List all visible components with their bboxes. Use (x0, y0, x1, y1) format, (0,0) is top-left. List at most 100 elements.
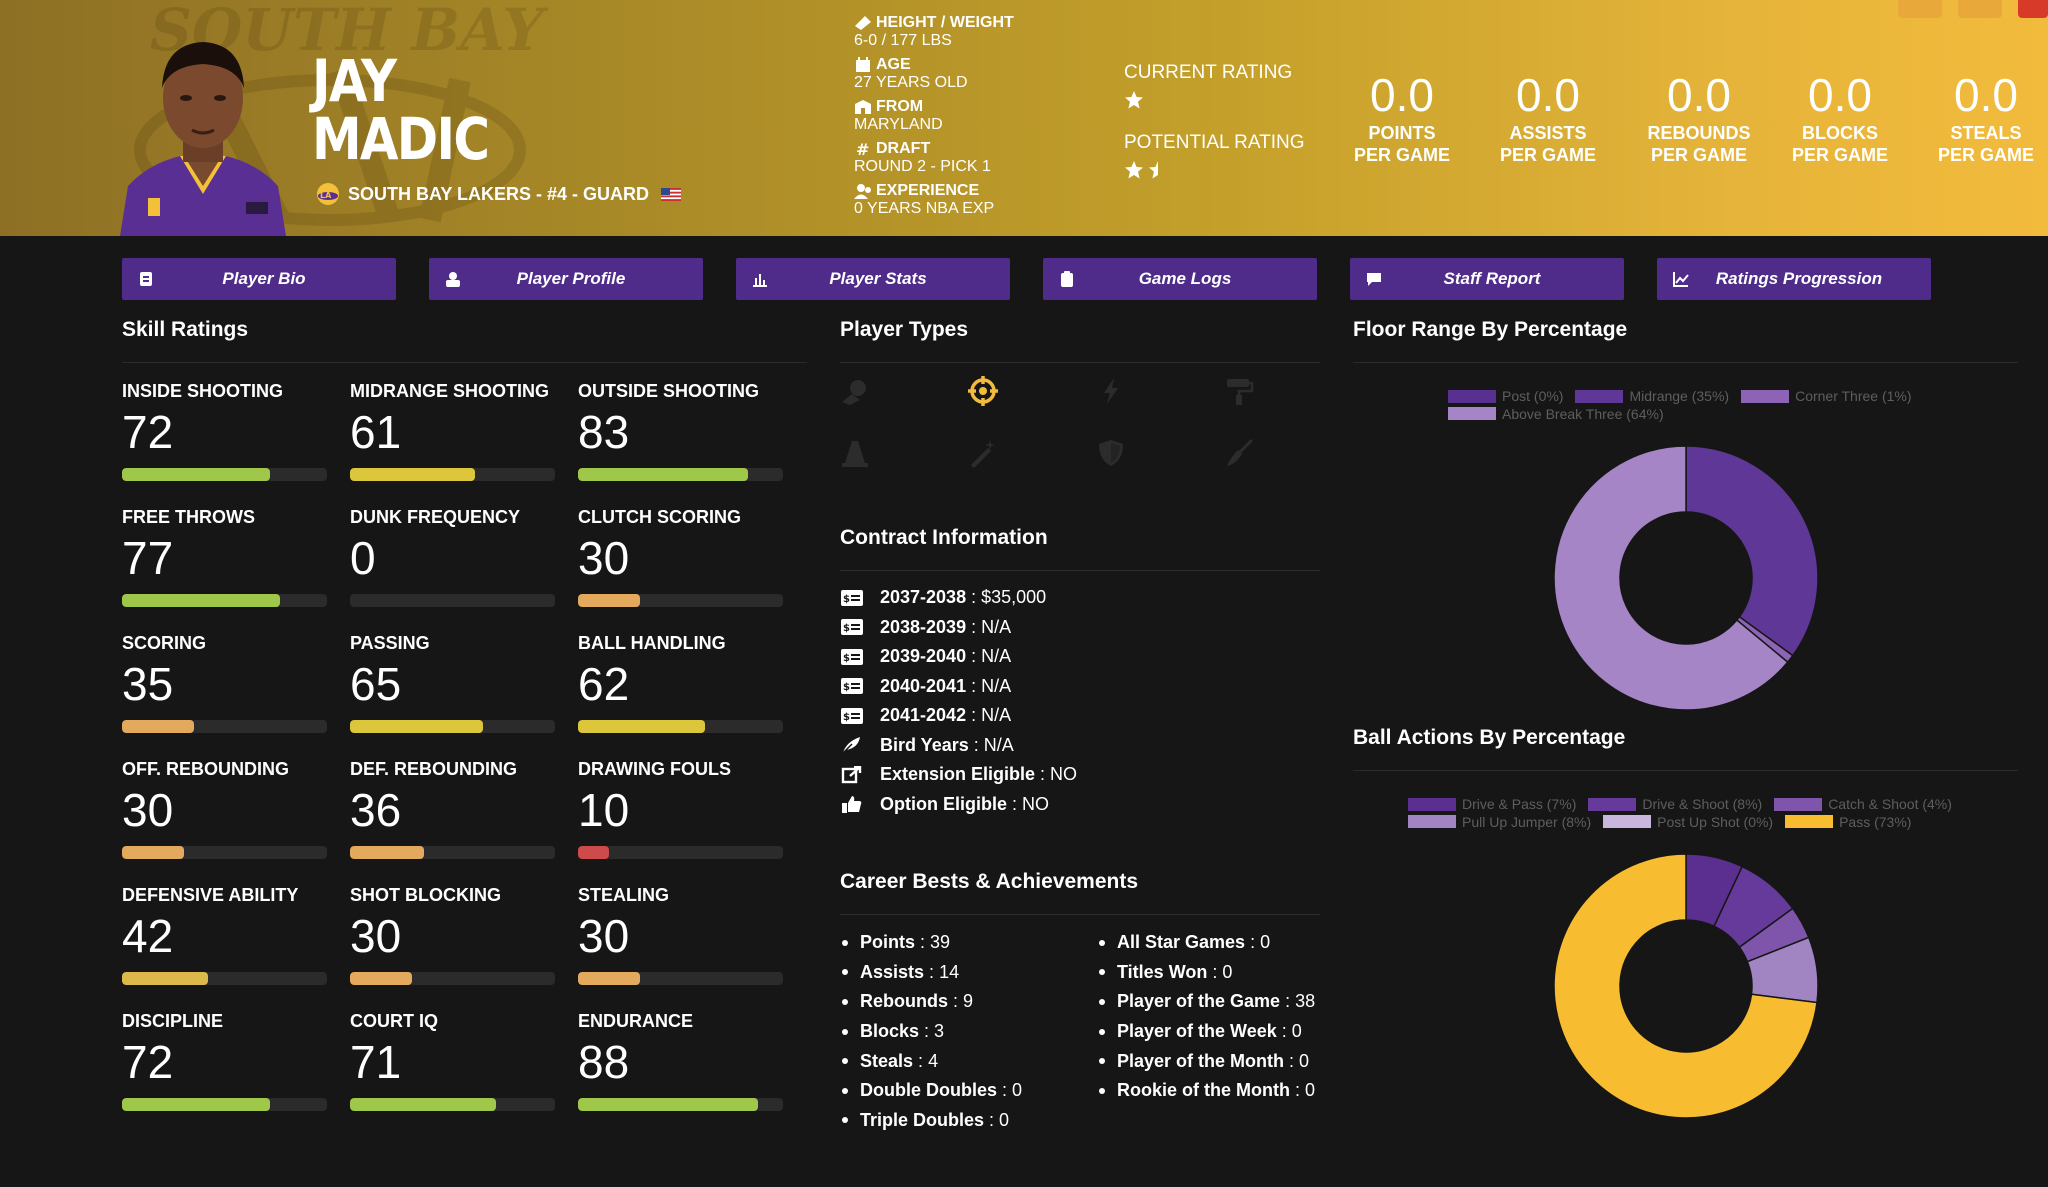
contract-row: $2040-2041 : N/A (840, 672, 1077, 702)
legend-item[interactable]: Drive & Pass (7%) (1408, 796, 1576, 812)
per-game-sublabel: PER GAME (1499, 145, 1596, 165)
skill-value: 30 (122, 784, 174, 836)
career-item: Points : 39 (842, 928, 1022, 958)
bio-label-text: HEIGHT / WEIGHT (876, 14, 1014, 31)
skill-value: 36 (350, 784, 402, 836)
per-game-sublabel: PER GAME (1791, 145, 1888, 165)
per-game-label: ASSISTS (1509, 123, 1587, 143)
floor-range-title: Floor Range By Percentage (1353, 318, 1628, 341)
calendar-icon (854, 57, 872, 73)
prev-player-button[interactable] (1898, 0, 1942, 18)
legend-item[interactable]: Post Up Shot (0%) (1603, 814, 1773, 830)
potential-rating-label: POTENTIAL RATING (1124, 132, 1305, 153)
cone-icon[interactable] (840, 438, 870, 468)
contract-separator: : (966, 587, 982, 608)
career-item: Titles Won : 0 (1099, 958, 1315, 988)
donut-slice[interactable] (1685, 445, 1819, 657)
contract-label: Bird Years (880, 734, 969, 755)
skill-bar (578, 1098, 783, 1111)
legend-item[interactable]: Catch & Shoot (4%) (1774, 796, 1952, 812)
legend-item[interactable]: Post (0%) (1448, 388, 1563, 404)
career-item: Rebounds : 9 (842, 987, 1022, 1017)
tab-label: Game Logs (1138, 269, 1232, 288)
per-game-stat: 0.0 REBOUNDS PER GAME (1629, 68, 1769, 166)
paint-roller-icon[interactable] (1224, 376, 1254, 406)
donut-slice[interactable] (1553, 445, 1789, 711)
contract-row: $2039-2040 : N/A (840, 642, 1077, 672)
legend-item[interactable]: Midrange (35%) (1575, 388, 1729, 404)
bio-label-text: FROM (876, 98, 924, 115)
legend-item[interactable]: Drive & Shoot (8%) (1588, 796, 1762, 812)
legend-item[interactable]: Corner Three (1%) (1741, 388, 1912, 404)
donut-slice[interactable] (1553, 853, 1818, 1119)
contract-label: 2041-2042 (880, 705, 967, 726)
lightning-icon[interactable] (1096, 376, 1126, 406)
ball-actions-title: Ball Actions By Percentage (1353, 726, 1626, 749)
skill-rating: SHOT BLOCKING 30 (350, 880, 578, 1006)
skill-name: SCORING (122, 633, 207, 653)
skill-bar (122, 846, 327, 859)
career-title: Career Bests & Achievements (840, 870, 1139, 893)
skill-bar (350, 720, 555, 733)
skill-value: 62 (578, 658, 630, 710)
skill-bar (122, 468, 327, 481)
contract-separator: : (966, 646, 982, 667)
tab-game-logs[interactable]: Game Logs (1043, 258, 1317, 300)
skill-rating: DRAWING FOULS 10 (578, 754, 783, 880)
legend-label: Midrange (35%) (1629, 388, 1730, 404)
bio-value: 6-0 / 177 LBS (854, 32, 952, 49)
legend-item[interactable]: Pull Up Jumper (8%) (1408, 814, 1591, 830)
svg-text:$: $ (843, 623, 850, 634)
contract-separator: : (966, 616, 982, 637)
skill-bar-fill (122, 972, 209, 985)
comment-icon (1366, 271, 1382, 287)
bio-item: FROM MARYLAND (854, 98, 1094, 133)
skill-name: OFF. REBOUNDING (122, 759, 290, 779)
tab-player-stats[interactable]: Player Stats (736, 258, 1010, 300)
crosshair-icon[interactable] (968, 376, 998, 406)
skill-bar (578, 468, 783, 481)
bio-item: HEIGHT / WEIGHT 6-0 / 177 LBS (854, 14, 1094, 49)
career-value: 14 (939, 961, 960, 982)
money-icon: $ (840, 648, 864, 666)
career-label: All Star Games (1117, 932, 1246, 953)
career-item: Assists : 14 (842, 958, 1022, 988)
career-item: Blocks : 3 (842, 1017, 1022, 1047)
magic-wand-icon[interactable] (968, 438, 998, 468)
legend-item[interactable]: Above Break Three (64%) (1448, 406, 1664, 422)
basketball-hand-icon[interactable] (840, 376, 870, 406)
career-value: 0 (1012, 1080, 1023, 1101)
svg-text:#: # (856, 141, 869, 157)
money-icon: $ (840, 707, 864, 725)
money-icon: $ (840, 589, 864, 607)
next-player-button[interactable] (1958, 0, 2002, 18)
legend-swatch (1575, 389, 1624, 403)
skill-bar-fill (122, 846, 184, 859)
legend-swatch (1785, 815, 1834, 828)
skill-bar-fill (350, 846, 424, 859)
skill-value: 77 (122, 532, 174, 584)
divider (840, 914, 1320, 915)
tab-staff-report[interactable]: Staff Report (1350, 258, 1624, 300)
career-value: 4 (928, 1050, 939, 1071)
shield-icon[interactable] (1096, 438, 1126, 468)
skill-bar-fill (122, 1098, 270, 1111)
svg-text:$: $ (843, 712, 850, 723)
career-item: Player of the Game : 38 (1099, 987, 1315, 1017)
tab-label: Staff Report (1443, 269, 1541, 288)
svg-text:$: $ (843, 653, 850, 664)
close-button[interactable] (2018, 0, 2048, 18)
tab-player-bio[interactable]: Player Bio (122, 258, 396, 300)
broom-icon[interactable] (1224, 438, 1254, 468)
tab-player-profile[interactable]: Player Profile (429, 258, 703, 300)
legend-item[interactable]: Pass (73%) (1785, 814, 1911, 830)
skill-value: 30 (578, 910, 630, 962)
legend-label: Pull Up Jumper (8%) (1462, 813, 1592, 830)
skill-bar-fill (578, 468, 749, 481)
tab-ratings-progression[interactable]: Ratings Progression (1657, 258, 1931, 300)
skill-bar-fill (578, 720, 706, 733)
skill-value: 61 (350, 406, 402, 458)
skill-bar (578, 972, 783, 985)
per-game-label: BLOCKS (1802, 123, 1878, 143)
career-item: Triple Doubles : 0 (842, 1106, 1022, 1136)
